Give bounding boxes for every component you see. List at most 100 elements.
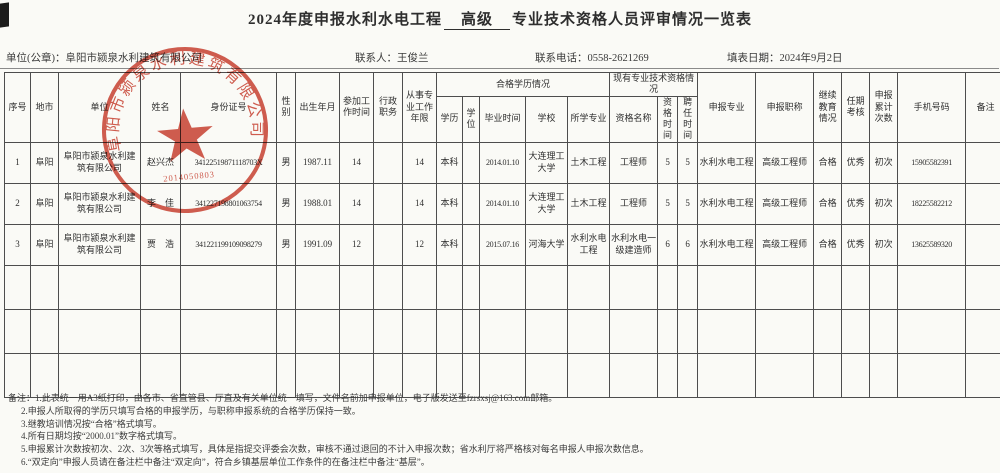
cell-empty — [755, 352, 815, 398]
cell-empty — [339, 352, 374, 398]
cell-xuewei — [462, 223, 480, 266]
cell-empty — [755, 308, 815, 354]
cell-empty — [869, 264, 899, 310]
cell-empty — [276, 264, 296, 310]
header-xingzheng-zhiwu: 行政职务 — [373, 72, 403, 143]
cell-jixu-jiaoyu: 合格 — [813, 182, 843, 225]
contact-label: 联系人： — [355, 53, 397, 64]
cell-xuewei — [462, 182, 480, 225]
note-item: 1.此表统一用A3纸打印，由各市、省直管县、厅直及有关单位统一填写，文件名前加申… — [35, 393, 558, 403]
contact-field: 联系人：王俊兰 — [355, 50, 429, 65]
header-suoxue-zhuanye: 所学专业 — [566, 95, 611, 143]
review-table-body: 1 阜阳 阜阳市颍泉水利建筑有限公司 赵兴杰 34122519871118703X 男 19… — [4, 141, 1000, 398]
cell-empty — [180, 308, 277, 354]
contact-value: 王俊兰 — [397, 53, 429, 64]
unit-field: 单位(公章)：阜阳市颍泉水利建筑有限公司 — [6, 50, 202, 65]
cell-danwei: 阜阳市颍泉水利建筑有限公司 — [58, 223, 141, 266]
cell-xuexiao: 大连理工大学 — [525, 141, 568, 184]
cell-gongzuo-nianxian: 12 — [402, 223, 437, 266]
cell-xingzheng-zhiwu — [373, 182, 403, 225]
header-beizhu: 备注 — [965, 72, 1000, 143]
cell-danwei: 阜阳市颍泉水利建筑有限公司 — [58, 182, 141, 225]
phone-field: 联系电话：0558-2621269 — [535, 50, 649, 65]
header-gongzuo-nianxian: 从事专业工作年限 — [402, 72, 437, 143]
cell-zige-mingcheng: 水利水电一级建造师 — [609, 223, 659, 266]
cell-empty — [295, 352, 340, 398]
review-table: 序号 地市 单位 姓名 身份证号 性别 出生年月 参加工作时间 行政职务 从事专业工作年限 合格学历… — [4, 72, 1000, 398]
date-value: 2024年9月2日 — [779, 53, 843, 64]
cell-empty — [462, 352, 480, 398]
cell-shenbao-zhicheng: 高级工程师 — [755, 141, 815, 184]
cell-empty — [436, 264, 463, 310]
header-shouji: 手机号码 — [897, 72, 967, 143]
cell-xuhao: 1 — [4, 141, 31, 184]
cell-jixu-jiaoyu: 合格 — [813, 223, 843, 266]
cell-empty — [479, 308, 526, 354]
cell-pinren-shijian: 6 — [677, 223, 699, 266]
cell-empty — [657, 264, 679, 310]
header-xueli: 学历 — [436, 95, 463, 143]
cell-xueli: 本科 — [436, 223, 463, 266]
cell-empty — [841, 308, 871, 354]
cell-empty — [813, 308, 843, 354]
cell-empty — [295, 264, 340, 310]
cell-xingzheng-zhiwu — [373, 141, 403, 184]
cell-empty — [436, 308, 463, 354]
cell-empty — [140, 352, 181, 398]
header-dishi: 地市 — [30, 72, 59, 143]
cell-leiji-cishu: 初次 — [869, 141, 899, 184]
header-xingbie: 性别 — [276, 72, 296, 143]
title-prefix: 2024年度申报水利水电工程 — [247, 12, 442, 28]
cell-empty — [276, 352, 296, 398]
form-info-row: 单位(公章)：阜阳市颍泉水利建筑有限公司 联系人：王俊兰 联系电话：0558-2… — [0, 50, 999, 69]
cell-empty — [30, 308, 59, 354]
cell-empty — [841, 264, 871, 310]
note-item: 5.申报累计次数按初次、2次、3次等格式填写，具体是指提交评委会次数，审核不通过… — [21, 444, 649, 455]
cell-shenbao-zhicheng: 高级工程师 — [755, 182, 815, 225]
cell-chusheng: 1991.09 — [295, 223, 340, 266]
page-title: 2024年度申报水利水电工程 高级 专业技术资格人员评审情况一览表 — [0, 8, 1000, 30]
cell-leiji-cishu: 初次 — [869, 223, 899, 266]
cell-dishi: 阜阳 — [30, 182, 59, 225]
cell-empty — [697, 308, 757, 354]
cell-xuewei — [462, 141, 480, 184]
note-item: 6.“双定向”申报人员请在备注栏中备注“双定向”，符合乡镇基层单位工作条件的在备… — [21, 456, 430, 467]
cell-empty — [657, 308, 679, 354]
cell-gongzuo-nianxian: 14 — [402, 182, 437, 225]
notes-section: 备注：1.此表统一用A3纸打印，由各市、省直管县、厅直及有关单位统一填写，文件名… — [8, 392, 993, 469]
cell-xingbie: 男 — [276, 141, 296, 184]
cell-xuexiao: 大连理工大学 — [525, 182, 568, 225]
cell-pinren-shijian: 5 — [677, 182, 699, 225]
cell-shenbao-zhuanye: 水利水电工程 — [697, 141, 757, 184]
cell-empty — [295, 308, 340, 354]
cell-beizhu — [965, 182, 1000, 225]
cell-canjia-gongzuo: 14 — [339, 141, 374, 184]
cell-empty — [677, 308, 699, 354]
cell-zige-mingcheng: 工程师 — [609, 141, 659, 184]
cell-empty — [436, 352, 463, 398]
cell-empty — [965, 352, 1000, 398]
cell-chusheng: 1987.11 — [295, 141, 340, 184]
cell-xuhao: 2 — [4, 182, 31, 225]
cell-empty — [140, 308, 181, 354]
unit-value: 阜阳市颍泉水利建筑有限公司 — [65, 53, 203, 64]
cell-empty — [4, 352, 31, 398]
date-field: 填表日期：2024年9月2日 — [727, 50, 843, 65]
cell-empty — [525, 264, 568, 310]
cell-empty — [58, 308, 141, 354]
cell-empty — [566, 264, 611, 310]
cell-jixu-jiaoyu: 合格 — [813, 141, 843, 184]
cell-empty — [339, 308, 374, 354]
cell-empty — [697, 264, 757, 310]
table-row-empty — [4, 308, 1000, 354]
cell-empty — [373, 352, 403, 398]
cell-xuexiao: 河海大学 — [525, 223, 568, 266]
cell-empty — [965, 264, 1000, 310]
cell-beizhu — [965, 141, 1000, 184]
cell-empty — [402, 264, 437, 310]
cell-empty — [30, 352, 59, 398]
cell-empty — [677, 264, 699, 310]
cell-xingzheng-zhiwu — [373, 223, 403, 266]
header-xuexiao: 学校 — [525, 95, 568, 143]
cell-xingming: 贾 浩 — [140, 223, 181, 266]
